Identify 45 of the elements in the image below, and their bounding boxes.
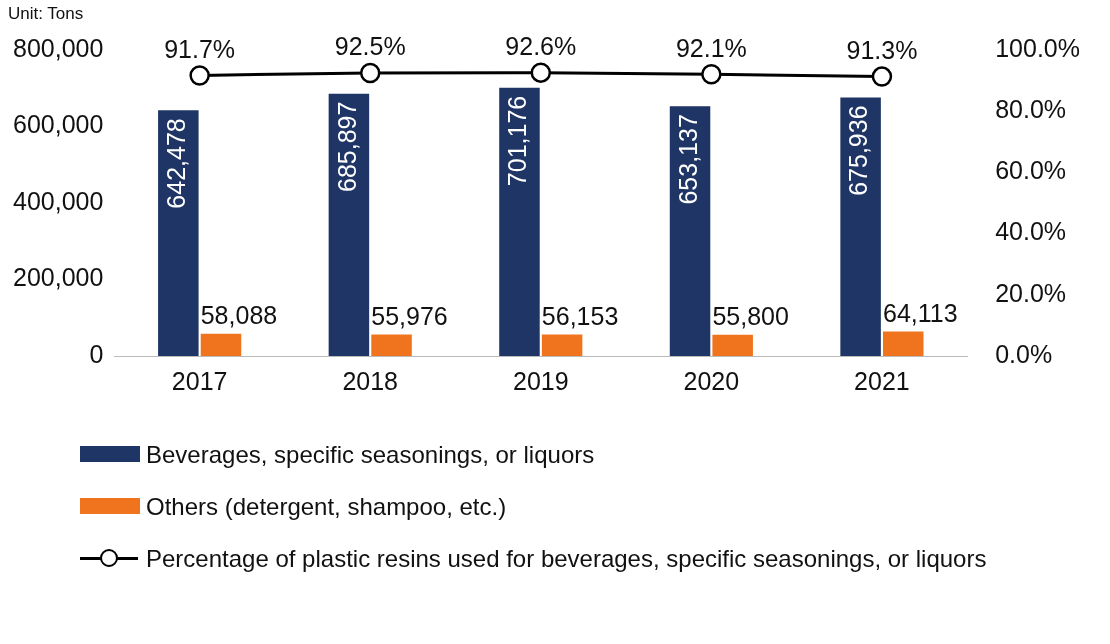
y-tick-label: 0 xyxy=(89,339,104,368)
bar xyxy=(669,106,711,356)
x-tick-label: 2019 xyxy=(512,366,569,395)
y2-tick-label: 100.0% xyxy=(995,33,1081,62)
bar xyxy=(371,334,412,356)
legend-label: Beverages, specific seasonings, or liquors xyxy=(146,440,596,470)
data-label: 685,897 xyxy=(332,101,361,193)
data-label: 653,137 xyxy=(673,114,702,205)
bar xyxy=(712,334,753,356)
data-label: 55,976 xyxy=(371,301,448,330)
bar xyxy=(840,97,881,356)
y2-tick-label: 60.0% xyxy=(995,156,1067,185)
data-label: 642,478 xyxy=(162,118,191,209)
bar xyxy=(541,334,583,356)
y-tick-label: 800,000 xyxy=(12,33,104,62)
y-tick-label: 600,000 xyxy=(12,110,104,139)
y2-tick-label: 40.0% xyxy=(995,217,1067,246)
y-tick-label: 200,000 xyxy=(12,263,104,292)
x-tick-label: 2021 xyxy=(854,366,910,395)
bar xyxy=(499,87,540,356)
bar xyxy=(200,333,242,356)
data-label: 56,153 xyxy=(541,301,619,330)
x-tick-label: 2018 xyxy=(342,366,399,395)
bar xyxy=(328,93,370,356)
data-label: 91.3% xyxy=(846,36,918,65)
data-label: 92.5% xyxy=(334,32,406,61)
data-label: 701,176 xyxy=(503,95,532,187)
x-tick-label: 2017 xyxy=(171,366,228,395)
data-label: 55,800 xyxy=(712,302,789,331)
bar xyxy=(158,110,199,356)
data-label: 92.6% xyxy=(505,32,577,61)
y-tick-label: 400,000 xyxy=(12,186,104,215)
y2-tick-label: 20.0% xyxy=(995,278,1067,307)
legend-label: Others (detergent, shampoo, etc.) xyxy=(146,492,508,522)
y2-tick-label: 0.0% xyxy=(995,339,1053,368)
data-label: 64,113 xyxy=(882,298,958,327)
data-label: 92.1% xyxy=(675,33,747,62)
y2-tick-label: 80.0% xyxy=(995,95,1067,124)
x-tick-label: 2020 xyxy=(683,366,740,395)
data-label: 58,088 xyxy=(200,301,278,330)
y-axis-title: Unit: Tons xyxy=(8,4,84,24)
data-label: 91.7% xyxy=(164,34,236,63)
bar xyxy=(882,331,924,356)
legend-label: Percentage of plastic resins used for beverages, specific seasonings, or liquors xyxy=(146,544,988,574)
data-label: 675,936 xyxy=(844,105,873,196)
